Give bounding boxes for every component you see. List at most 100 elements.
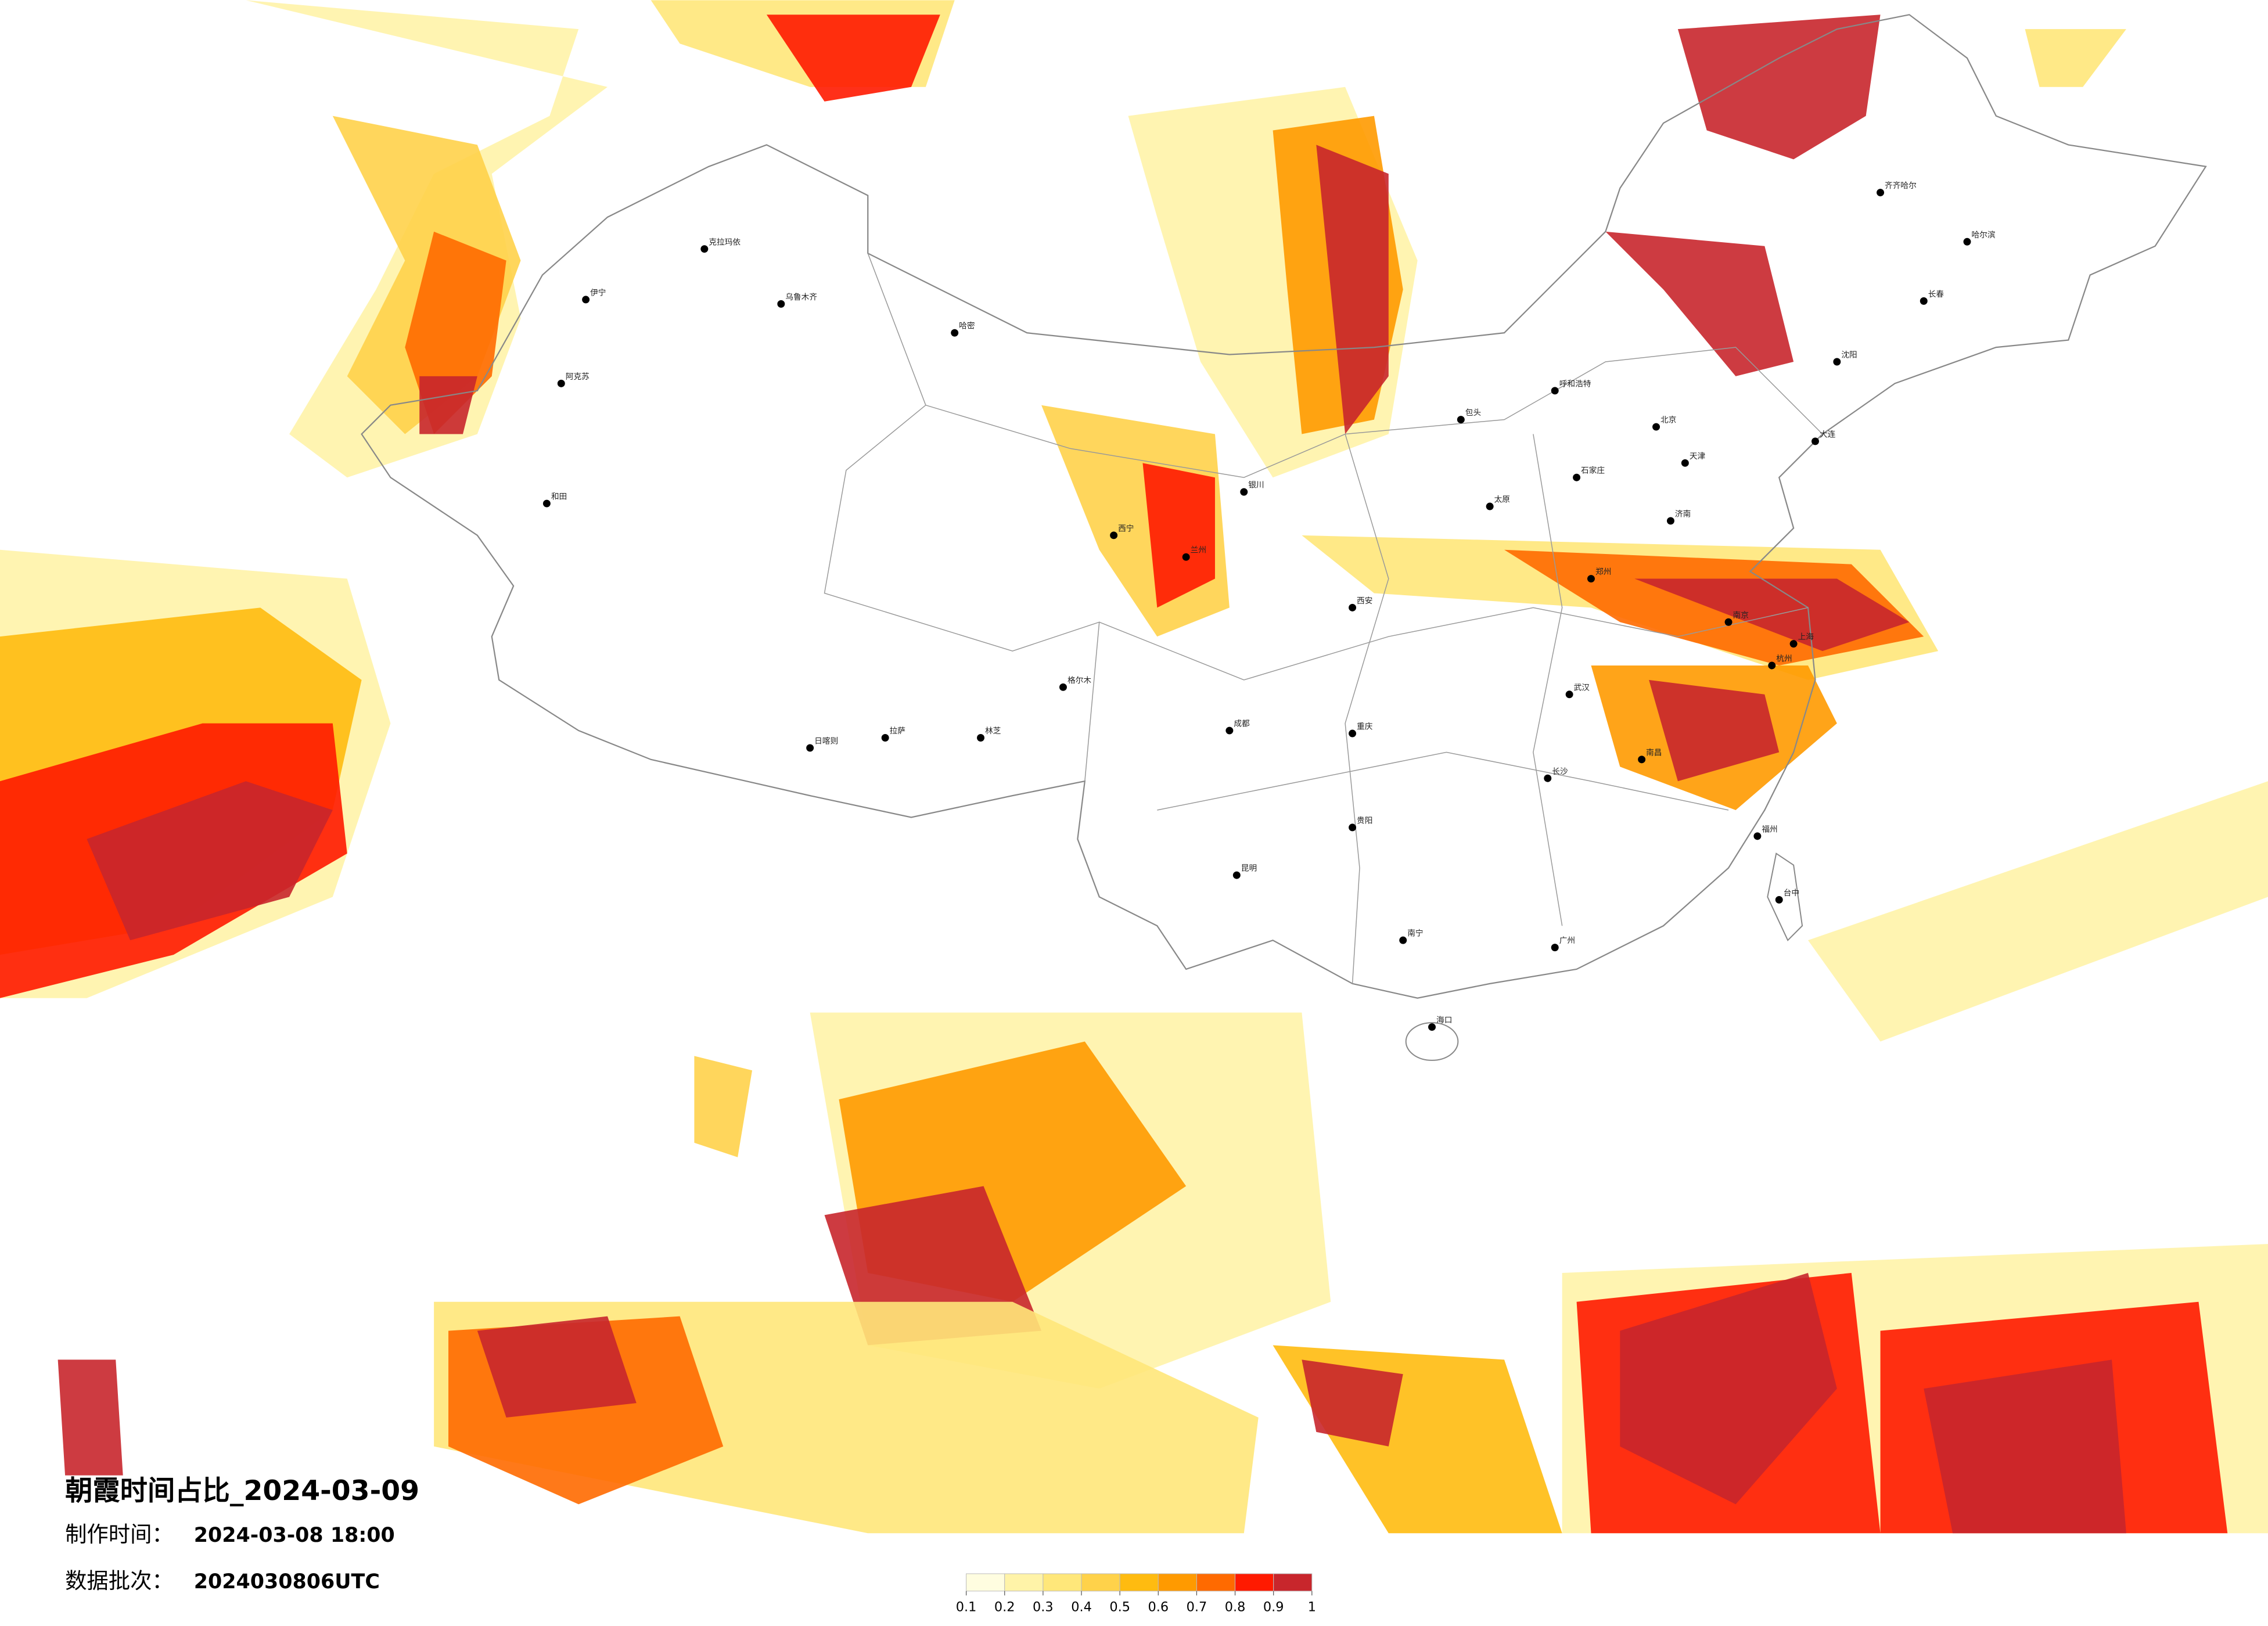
made-label: 制作时间： bbox=[65, 1521, 174, 1547]
city-dot bbox=[1638, 756, 1646, 764]
city-label: 沈阳 bbox=[1841, 351, 1857, 360]
city-label: 广州 bbox=[1559, 936, 1575, 945]
city-dot bbox=[1544, 774, 1552, 782]
color-patch bbox=[766, 15, 940, 102]
city-dot bbox=[1551, 387, 1559, 395]
city-dot bbox=[977, 734, 984, 742]
city-label: 海口 bbox=[1436, 1016, 1452, 1025]
city-label: 兰州 bbox=[1191, 546, 1206, 555]
city-dot bbox=[1811, 437, 1819, 445]
color-patch bbox=[1142, 463, 1215, 608]
colorbar-box bbox=[1004, 1573, 1044, 1592]
city-dot bbox=[1059, 683, 1067, 691]
colorbar-box bbox=[966, 1573, 1005, 1592]
color-patch bbox=[477, 1316, 637, 1418]
colorbar-label: 1 bbox=[1308, 1600, 1316, 1615]
city-dot bbox=[1753, 832, 1762, 840]
city-label: 乌鲁木齐 bbox=[785, 293, 817, 302]
city-label: 银川 bbox=[1248, 481, 1264, 490]
country-outline bbox=[361, 14, 2207, 999]
city-dot bbox=[1457, 416, 1465, 424]
city-dot bbox=[582, 296, 590, 304]
colorbar-label: 0.5 bbox=[1109, 1600, 1130, 1615]
color-patch bbox=[1677, 15, 1881, 160]
color-patch bbox=[57, 1359, 123, 1476]
city-label: 南昌 bbox=[1646, 748, 1662, 757]
colorbar-box bbox=[1196, 1573, 1236, 1592]
city-dot bbox=[1666, 517, 1674, 525]
city-dot bbox=[1428, 1023, 1436, 1031]
city-dot bbox=[1349, 823, 1357, 832]
colorbar-label: 0.1 bbox=[956, 1600, 977, 1615]
color-patch bbox=[1808, 781, 2268, 1042]
color-patch bbox=[419, 376, 477, 434]
city-dot bbox=[542, 499, 551, 508]
city-dot bbox=[1232, 871, 1241, 879]
city-label: 福州 bbox=[1762, 825, 1777, 834]
colorbar-label: 0.2 bbox=[994, 1600, 1015, 1615]
colorbar-label: 0.6 bbox=[1148, 1600, 1169, 1615]
city-dot bbox=[1349, 729, 1357, 738]
city-label: 齐齐哈尔 bbox=[1885, 181, 1917, 190]
color-patch bbox=[1316, 145, 1389, 434]
city-label: 太原 bbox=[1494, 495, 1510, 505]
city-dot bbox=[1833, 358, 1841, 366]
city-label: 长沙 bbox=[1552, 767, 1568, 776]
colorbar-box bbox=[1119, 1573, 1159, 1592]
city-label: 格尔木 bbox=[1067, 676, 1091, 685]
color-patch bbox=[2025, 29, 2126, 87]
made-time: 2024-03-08 18:00 bbox=[194, 1524, 395, 1547]
colorbar-box bbox=[1081, 1573, 1120, 1592]
city-label: 和田 bbox=[551, 492, 567, 502]
city-label: 北京 bbox=[1660, 416, 1676, 425]
city-dot bbox=[777, 300, 785, 308]
colorbar: 0.1 0.2 0.3 0.4 0.5 0.6 0.7 0.8 0.9 1 bbox=[956, 1573, 1316, 1615]
color-patch bbox=[1649, 679, 1780, 782]
city-label: 西安 bbox=[1357, 596, 1372, 606]
city-label: 杭州 bbox=[1776, 654, 1792, 664]
colorbar-box bbox=[1273, 1573, 1313, 1592]
city-dot bbox=[1724, 618, 1733, 626]
city-label: 阿克苏 bbox=[566, 372, 590, 382]
colorbar-label: 0.4 bbox=[1071, 1600, 1092, 1615]
city-dot bbox=[1963, 238, 1971, 246]
city-label: 成都 bbox=[1234, 720, 1250, 729]
color-patch bbox=[1605, 231, 1794, 376]
city-label: 克拉玛依 bbox=[709, 238, 741, 247]
colorbar-box bbox=[1235, 1573, 1274, 1592]
city-dot bbox=[1240, 488, 1248, 496]
color-field bbox=[0, 0, 2268, 1534]
batch: 2024030806UTC bbox=[194, 1570, 380, 1593]
province-border bbox=[1533, 434, 1563, 926]
city-label: 重庆 bbox=[1357, 722, 1373, 732]
city-dot bbox=[1775, 895, 1783, 904]
city-label: 石家庄 bbox=[1581, 466, 1605, 476]
color-patch bbox=[87, 781, 333, 941]
province-border bbox=[1345, 434, 1389, 984]
city-dot bbox=[1652, 423, 1660, 431]
city-dot bbox=[557, 379, 565, 387]
color-patch bbox=[1634, 578, 1910, 652]
color-patch bbox=[1620, 1272, 1837, 1505]
province-border bbox=[1099, 607, 1809, 681]
city-label: 南京 bbox=[1733, 611, 1749, 620]
colorbar-label: 0.8 bbox=[1225, 1600, 1246, 1615]
city-label: 拉萨 bbox=[890, 726, 905, 736]
city-dot bbox=[1681, 459, 1689, 467]
city-dot bbox=[700, 245, 709, 253]
province-border bbox=[1157, 751, 1729, 811]
city-dot bbox=[1399, 936, 1407, 944]
city-dot bbox=[1768, 661, 1776, 670]
city-label: 日喀则 bbox=[814, 736, 838, 746]
city-dot bbox=[1789, 640, 1798, 648]
color-patch bbox=[1924, 1359, 2126, 1534]
city-label: 哈密 bbox=[959, 321, 975, 331]
colorbar-label: 0.3 bbox=[1033, 1600, 1054, 1615]
city-label: 哈尔滨 bbox=[1971, 231, 1995, 240]
color-patch bbox=[1302, 1359, 1403, 1447]
colorbar-box bbox=[1043, 1573, 1082, 1592]
city-dot bbox=[1877, 189, 1885, 197]
city-label: 西宁 bbox=[1118, 523, 1134, 533]
